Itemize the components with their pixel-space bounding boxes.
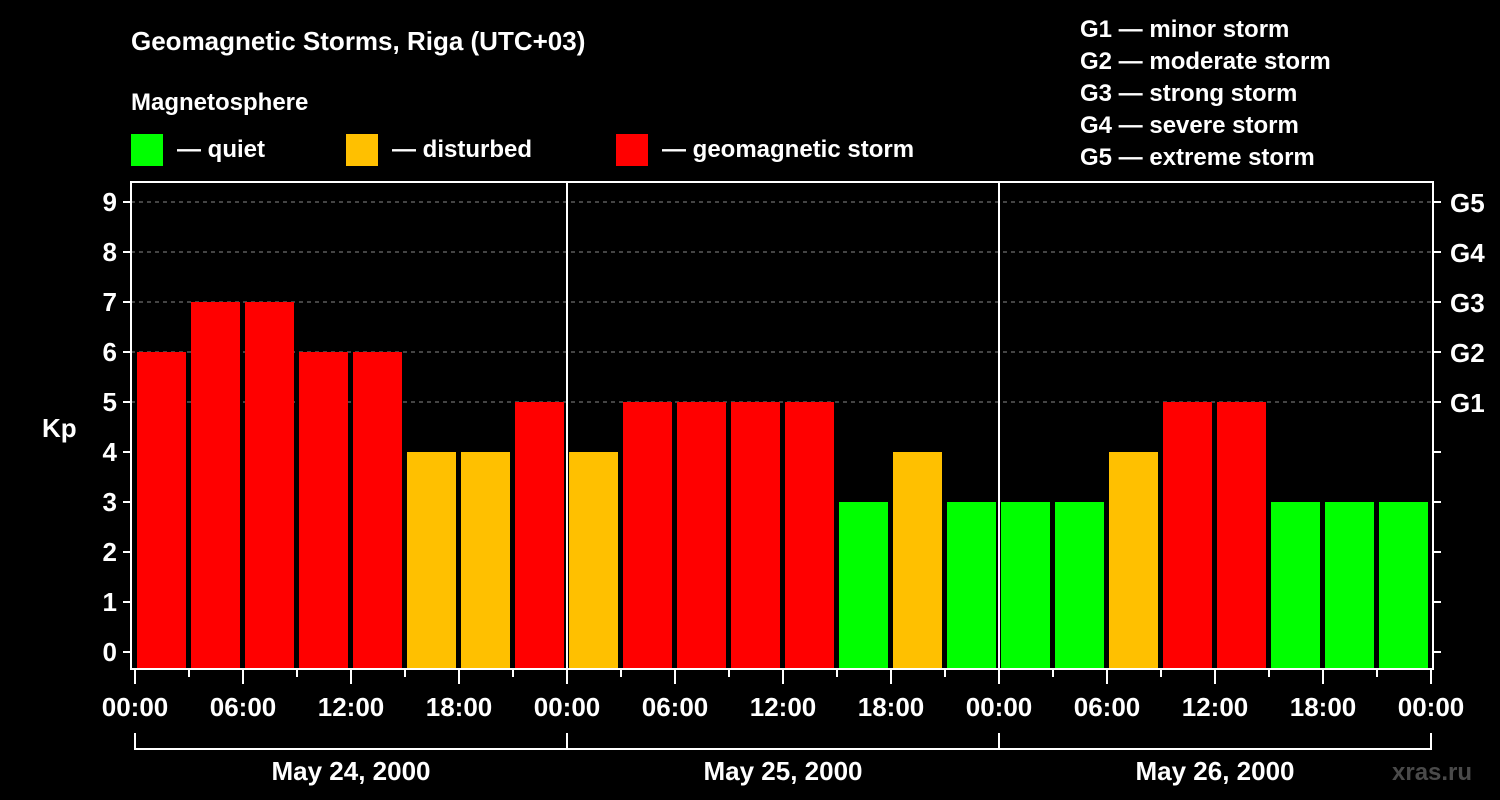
- legend-label: — disturbed: [392, 136, 532, 163]
- bar-kp: [461, 452, 510, 669]
- x-tick-label: 12:00: [1182, 692, 1249, 722]
- scale-legend-item: G2 — moderate storm: [1080, 48, 1331, 75]
- day-label: May 24, 2000: [271, 756, 430, 786]
- bar-kp: [623, 402, 672, 669]
- legend-label: — geomagnetic storm: [662, 136, 914, 163]
- x-tick-label: 00:00: [534, 692, 601, 722]
- bar-kp: [191, 302, 240, 669]
- bars: [137, 302, 1428, 669]
- x-tick-label: 00:00: [966, 692, 1033, 722]
- y-tick-label: 3: [103, 487, 117, 517]
- g-scale-label: G2: [1450, 338, 1485, 368]
- day-label: May 26, 2000: [1135, 756, 1294, 786]
- x-tick-label: 18:00: [1290, 692, 1357, 722]
- day-bracket: [998, 733, 1432, 750]
- scale-legend-item: G5 — extreme storm: [1080, 144, 1315, 171]
- y-tick-label: 2: [103, 537, 117, 567]
- y-tick-label: 1: [103, 587, 117, 617]
- x-tick-label: 12:00: [318, 692, 385, 722]
- legend-swatch: [616, 134, 648, 166]
- bar-kp: [785, 402, 834, 669]
- bar-kp: [515, 402, 564, 669]
- bar-kp: [137, 352, 186, 669]
- bar-kp: [1163, 402, 1212, 669]
- y-tick-label: 0: [103, 637, 117, 667]
- y-tick-label: 5: [103, 387, 117, 417]
- y-tick-label: 8: [103, 237, 117, 267]
- y-tick-label: 6: [103, 337, 117, 367]
- bar-kp: [1001, 502, 1050, 669]
- x-tick-label: 06:00: [1074, 692, 1141, 722]
- x-tick-label: 00:00: [1398, 692, 1465, 722]
- bar-kp: [407, 452, 456, 669]
- storm-scale-legend: G1 — minor storm G2 — moderate storm G3 — …: [1080, 16, 1331, 171]
- bar-kp: [1055, 502, 1104, 669]
- bar-kp: [245, 302, 294, 669]
- x-tick-label: 12:00: [750, 692, 817, 722]
- bar-kp: [299, 352, 348, 669]
- x-tick-label: 18:00: [426, 692, 493, 722]
- watermark: xras.ru: [1392, 759, 1472, 786]
- day-label: May 25, 2000: [703, 756, 862, 786]
- scale-legend-item: G1 — minor storm: [1080, 16, 1289, 43]
- bar-kp: [1217, 402, 1266, 669]
- legend-label: — quiet: [177, 136, 265, 163]
- y-axis-label: Kp: [42, 413, 77, 443]
- legend-swatch: [131, 134, 163, 166]
- x-tick-label: 18:00: [858, 692, 925, 722]
- day-bracket: [134, 733, 568, 750]
- legend-title: Magnetosphere: [131, 89, 308, 116]
- chart-title: Geomagnetic Storms, Riga (UTC+03): [131, 26, 585, 56]
- day-bracket: [566, 733, 1000, 750]
- bar-kp: [677, 402, 726, 669]
- bar-kp: [1109, 452, 1158, 669]
- bar-kp: [569, 452, 618, 669]
- g-scale-label: G3: [1450, 288, 1485, 318]
- bar-kp: [353, 352, 402, 669]
- x-tick-label: 06:00: [210, 692, 277, 722]
- x-tick-label: 00:00: [102, 692, 169, 722]
- y-tick-label: 4: [103, 437, 118, 467]
- bar-kp: [1325, 502, 1374, 669]
- legend: — quiet — disturbed — geomagnetic storm: [131, 134, 914, 166]
- bar-kp: [893, 452, 942, 669]
- g-scale-label: G5: [1450, 188, 1485, 218]
- bar-kp: [947, 502, 996, 669]
- bar-kp: [731, 402, 780, 669]
- x-tick-label: 06:00: [642, 692, 709, 722]
- g-scale-label: G4: [1450, 238, 1485, 268]
- axes: 0 1 2 3 4 5 6 7 8 9 G1 G2 G3 G4 G5 00:00 06:00 12:00 18:00…: [102, 181, 1485, 786]
- legend-swatch: [346, 134, 378, 166]
- y-tick-label: 9: [103, 187, 117, 217]
- y-tick-label: 7: [103, 287, 117, 317]
- g-scale-label: G1: [1450, 388, 1485, 418]
- scale-legend-item: G3 — strong storm: [1080, 80, 1297, 107]
- scale-legend-item: G4 — severe storm: [1080, 112, 1299, 139]
- bar-kp: [1379, 502, 1428, 669]
- bar-kp: [839, 502, 888, 669]
- bar-kp: [1271, 502, 1320, 669]
